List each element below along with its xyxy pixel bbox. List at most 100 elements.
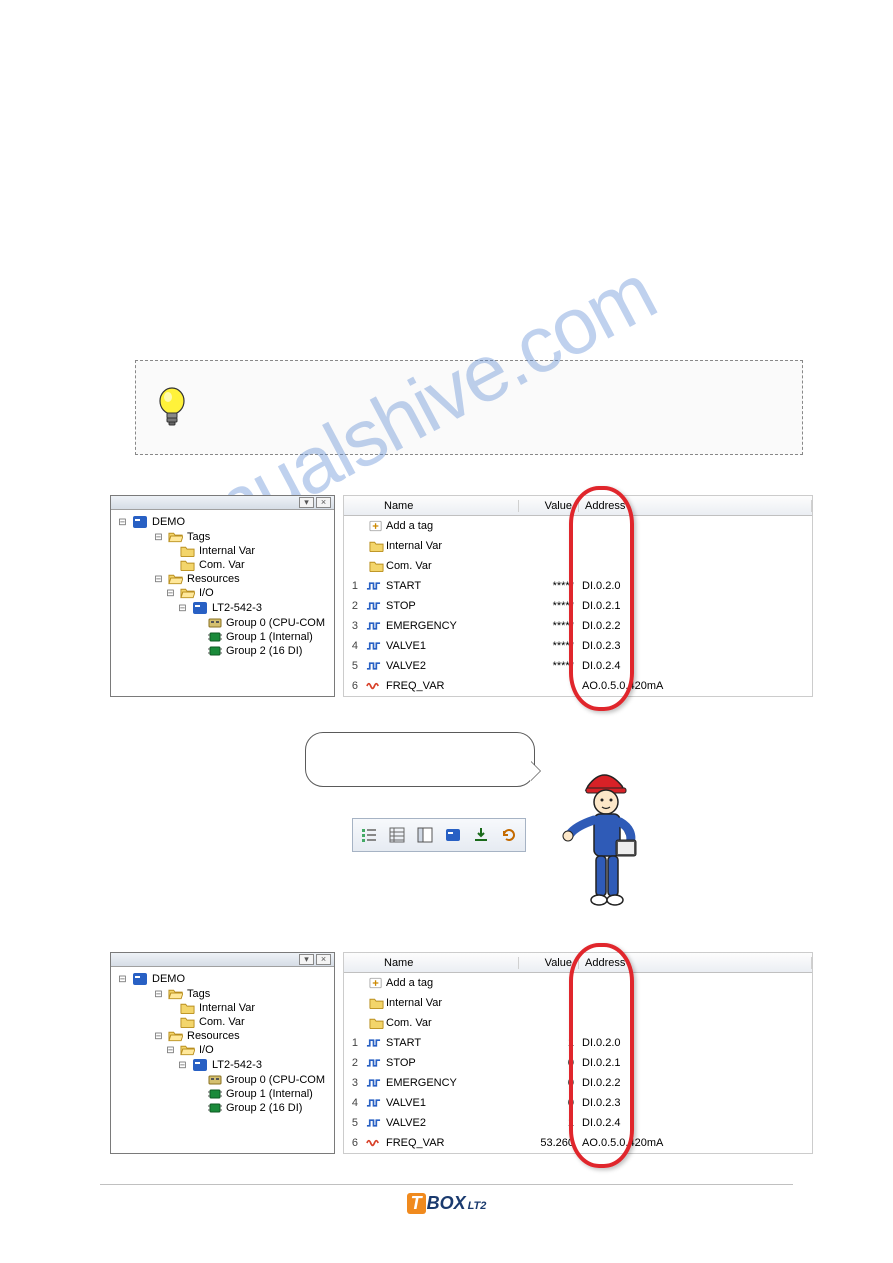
tree-node-label: Internal Var xyxy=(199,545,255,557)
tree-node[interactable]: Internal Var xyxy=(117,544,328,558)
pulse-icon xyxy=(362,600,384,612)
toolbar-btn-app-icon[interactable] xyxy=(440,822,466,848)
tree-root[interactable]: ⊟DEMO xyxy=(117,971,328,987)
tag-address: DI.0.2.4 xyxy=(578,1117,812,1129)
toolbar-btn-download-icon[interactable] xyxy=(468,822,494,848)
list-header: Name Value Address xyxy=(344,953,812,973)
tree-node[interactable]: ⊟Resources xyxy=(117,1029,328,1043)
tree-node[interactable]: Group 0 (CPU-COM xyxy=(117,1073,328,1087)
close-icon[interactable]: × xyxy=(316,497,331,508)
col-header-value[interactable]: Value xyxy=(519,957,579,969)
list-label: Internal Var xyxy=(384,997,518,1009)
tree-root-label: DEMO xyxy=(152,516,185,528)
table-row[interactable]: 6FREQ_VARAO.0.5.0.420mA xyxy=(344,676,812,696)
tag-name: VALVE1 xyxy=(384,640,518,652)
row-number: 1 xyxy=(344,580,362,592)
tree-node-label: Group 0 (CPU-COM xyxy=(226,1074,325,1086)
col-header-name[interactable]: Name xyxy=(344,957,519,969)
tree-node[interactable]: Com. Var xyxy=(117,1015,328,1029)
table-row[interactable]: 2STOP*****DI.0.2.1 xyxy=(344,596,812,616)
tree-node[interactable]: ⊟ LT2-542-3 xyxy=(117,600,328,616)
table-row[interactable]: 4VALVE10DI.0.2.3 xyxy=(344,1093,812,1113)
table-row[interactable]: 4VALVE1*****DI.0.2.3 xyxy=(344,636,812,656)
toolbar-btn-panel-icon[interactable] xyxy=(412,822,438,848)
tag-address: DI.0.2.2 xyxy=(578,1077,812,1089)
tag-value: 1 xyxy=(518,1037,578,1049)
table-row[interactable]: 5VALVE21DI.0.2.4 xyxy=(344,1113,812,1133)
list-item[interactable]: Internal Var xyxy=(344,536,812,556)
toolbar-btn-refresh-icon[interactable] xyxy=(496,822,522,848)
tree-node[interactable]: Group 2 (16 DI) xyxy=(117,1101,328,1115)
logo-box: BOX xyxy=(427,1193,466,1214)
screenshot-after: ▾ × ⊟DEMO⊟TagsInternal VarCom. Var⊟Resou… xyxy=(110,952,813,1154)
list-pane: Name Value Address Add a tag Internal Var… xyxy=(343,952,813,1154)
tree-node-label: Group 0 (CPU-COM xyxy=(226,617,325,629)
tree-node[interactable]: ⊟Tags xyxy=(117,530,328,544)
table-row[interactable]: 3EMERGENCY0DI.0.2.2 xyxy=(344,1073,812,1093)
tree-node[interactable]: ⊟Resources xyxy=(117,572,328,586)
table-row[interactable]: 5VALVE2*****DI.0.2.4 xyxy=(344,656,812,676)
table-row[interactable]: 1START*****DI.0.2.0 xyxy=(344,576,812,596)
list-item[interactable]: Internal Var xyxy=(344,993,812,1013)
wave-icon xyxy=(362,680,384,692)
row-number: 4 xyxy=(344,1097,362,1109)
expand-glyph[interactable]: ⊟ xyxy=(153,532,164,543)
expand-glyph[interactable]: ⊟ xyxy=(153,989,164,1000)
tag-name: START xyxy=(384,1037,518,1049)
middle-illustration xyxy=(40,732,853,922)
tree-node[interactable]: Com. Var xyxy=(117,558,328,572)
pin-icon[interactable]: ▾ xyxy=(299,954,314,965)
pulse-icon xyxy=(362,640,384,652)
list-item[interactable]: Com. Var xyxy=(344,556,812,576)
close-icon[interactable]: × xyxy=(316,954,331,965)
pulse-icon xyxy=(362,580,384,592)
tree-node[interactable]: ⊟LT2-542-3 xyxy=(117,1057,328,1073)
wave-icon xyxy=(362,1137,384,1149)
list-label: Com. Var xyxy=(384,560,518,572)
tree-node-label: Com. Var xyxy=(199,559,245,571)
col-header-address[interactable]: Address xyxy=(579,500,812,512)
list-item[interactable]: Add a tag xyxy=(344,973,812,993)
row-number: 6 xyxy=(344,1137,362,1149)
expand-glyph[interactable]: ⊟ xyxy=(177,603,188,614)
expand-glyph[interactable]: ⊟ xyxy=(165,588,176,599)
toolbar-btn-list-icon[interactable] xyxy=(356,822,382,848)
col-header-value[interactable]: Value xyxy=(519,500,579,512)
table-row[interactable]: 1START1DI.0.2.0 xyxy=(344,1033,812,1053)
tree-node[interactable]: ⊟I/O xyxy=(117,1043,328,1057)
folder-icon xyxy=(362,1017,384,1029)
tree-pane: ▾ × ⊟DEMO⊟TagsInternal VarCom. Var⊟Resou… xyxy=(110,495,335,697)
tree-node[interactable]: ⊟I/O xyxy=(117,586,328,600)
list-item[interactable]: Com. Var xyxy=(344,1013,812,1033)
tag-address: DI.0.2.3 xyxy=(578,640,812,652)
tree-node[interactable]: Group 2 (16 DI) xyxy=(117,644,328,658)
pulse-icon xyxy=(362,660,384,672)
worker-cartoon xyxy=(560,762,650,922)
tree-node[interactable]: Internal Var xyxy=(117,1001,328,1015)
expand-glyph[interactable]: ⊟ xyxy=(153,1031,164,1042)
tree-root[interactable]: ⊟DEMO xyxy=(117,514,328,530)
col-header-name[interactable]: Name xyxy=(344,500,519,512)
tree-node[interactable]: Group 0 (CPU-COM xyxy=(117,616,328,630)
pulse-icon xyxy=(362,1117,384,1129)
tree-node[interactable]: ⊟Tags xyxy=(117,987,328,1001)
tree-pane: ▾ × ⊟DEMO⊟TagsInternal VarCom. Var⊟Resou… xyxy=(110,952,335,1154)
row-number: 3 xyxy=(344,1077,362,1089)
tree-node[interactable]: Group 1 (Internal) xyxy=(117,630,328,644)
expand-glyph[interactable]: ⊟ xyxy=(165,1045,176,1056)
toolbar-btn-detail-icon[interactable] xyxy=(384,822,410,848)
expand-glyph[interactable]: ⊟ xyxy=(177,1060,188,1071)
tree-node-label: Internal Var xyxy=(199,1002,255,1014)
col-header-address[interactable]: Address xyxy=(579,957,812,969)
pin-icon[interactable]: ▾ xyxy=(299,497,314,508)
folder-icon xyxy=(362,560,384,572)
tag-name: EMERGENCY xyxy=(384,1077,518,1089)
table-row[interactable]: 6FREQ_VAR53.260AO.0.5.0.420mA xyxy=(344,1133,812,1153)
folder-icon xyxy=(362,997,384,1009)
tree-node-label: LT2-542-3 xyxy=(212,602,262,614)
expand-glyph[interactable]: ⊟ xyxy=(153,574,164,585)
table-row[interactable]: 2STOP0DI.0.2.1 xyxy=(344,1053,812,1073)
list-item[interactable]: Add a tag xyxy=(344,516,812,536)
table-row[interactable]: 3EMERGENCY*****DI.0.2.2 xyxy=(344,616,812,636)
tree-node[interactable]: Group 1 (Internal) xyxy=(117,1087,328,1101)
